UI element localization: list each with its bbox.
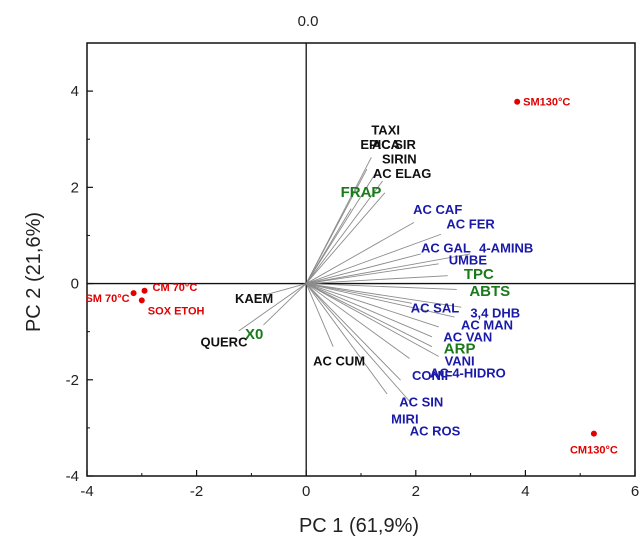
variable-label: ABTS bbox=[469, 283, 510, 300]
variable-label: AC MAN bbox=[461, 317, 513, 332]
variable-label: AC CAF bbox=[413, 202, 462, 217]
sample-points: SM130°C CM130°C CM 70°C SM 70°C SOX ETOH bbox=[85, 97, 617, 457]
variable-label: X0 bbox=[245, 326, 263, 343]
variable-label: AC SAL bbox=[411, 301, 459, 316]
loading-line bbox=[306, 283, 457, 290]
variable-label: CONIF bbox=[412, 368, 453, 383]
y-tick-label: -4 bbox=[66, 468, 79, 485]
loading-line bbox=[306, 263, 439, 285]
sample-point bbox=[514, 98, 521, 105]
variable-label: AC CUM bbox=[313, 354, 365, 369]
y-tick-label: 2 bbox=[71, 179, 79, 196]
sample-label: SM130°C bbox=[523, 97, 570, 109]
loading-line bbox=[305, 180, 383, 284]
x-tick-label: -2 bbox=[190, 483, 203, 500]
y-tick-label: 0 bbox=[71, 276, 79, 293]
variable-label: VANI bbox=[445, 354, 475, 369]
variable-label: TAXI bbox=[371, 123, 400, 138]
loading-vectors bbox=[238, 157, 471, 405]
loading-line bbox=[305, 283, 413, 405]
variable-label: AC SIN bbox=[399, 394, 443, 409]
loading-line bbox=[305, 283, 401, 381]
zero-reference-lines bbox=[87, 43, 635, 476]
loading-line bbox=[305, 283, 410, 359]
variable-label: AC SIR bbox=[372, 137, 417, 152]
sample-label: SM 70°C bbox=[85, 293, 129, 305]
x-tick-label: 2 bbox=[412, 483, 420, 500]
loading-line bbox=[305, 283, 334, 347]
loading-line bbox=[306, 253, 421, 284]
variable-label: QUERC bbox=[201, 334, 249, 349]
variable-label: TPC bbox=[464, 266, 494, 283]
variable-label: 4-AMINB bbox=[479, 240, 533, 255]
loading-line bbox=[263, 283, 307, 326]
loading-line bbox=[306, 283, 462, 308]
loading-line bbox=[305, 283, 433, 348]
x-tick-label: 0 bbox=[302, 483, 310, 500]
x-tick-label: 6 bbox=[631, 483, 639, 500]
loading-line bbox=[305, 283, 388, 395]
variable-label: AC ROS bbox=[410, 423, 461, 438]
variable-label: FRAP bbox=[341, 184, 382, 201]
sample-point bbox=[138, 297, 145, 304]
sample-label: CM130°C bbox=[570, 445, 618, 457]
x-tick-label: -4 bbox=[80, 483, 93, 500]
loading-line bbox=[238, 283, 307, 332]
x-axis-title: PC 1 (61,9%) bbox=[299, 515, 419, 537]
variable-label: AC FER bbox=[446, 216, 495, 231]
variable-label: AC ELAG bbox=[373, 166, 432, 181]
loading-line bbox=[306, 283, 439, 328]
variable-label: KAEM bbox=[235, 291, 273, 306]
variable-label: ARP bbox=[444, 341, 476, 358]
variable-label: UMBE bbox=[449, 253, 488, 268]
loading-line bbox=[305, 283, 439, 357]
loading-line bbox=[306, 283, 455, 318]
loading-line bbox=[306, 253, 471, 284]
loading-line bbox=[306, 275, 448, 285]
loading-line bbox=[263, 283, 307, 296]
loading-line bbox=[305, 208, 352, 284]
sample-label: SOX ETOH bbox=[148, 305, 205, 317]
variable-label: MIRI bbox=[391, 411, 418, 426]
variable-label: AC VAN bbox=[443, 329, 492, 344]
variable-label: EPICA bbox=[360, 137, 400, 152]
y-tick-label: -2 bbox=[66, 372, 79, 389]
x-tick-label: 4 bbox=[521, 483, 529, 500]
sample-point bbox=[141, 287, 148, 294]
sample-point bbox=[590, 430, 597, 437]
variable-label: SIRIN bbox=[382, 151, 417, 166]
variable-label: AC GAL bbox=[421, 240, 471, 255]
sample-point bbox=[130, 290, 137, 297]
variable-label: 3,4 DHB bbox=[470, 305, 520, 320]
sample-label: CM 70°C bbox=[153, 282, 198, 294]
loading-line bbox=[305, 168, 368, 284]
loading-line bbox=[305, 168, 379, 284]
y-axis-title: PC 2 (21,6%) bbox=[23, 212, 45, 332]
top-axis-note: 0.0 bbox=[298, 13, 319, 30]
loading-line bbox=[305, 222, 415, 284]
loading-line bbox=[305, 192, 386, 284]
variable-label: AC 4-HIDRO bbox=[430, 366, 506, 381]
loading-line bbox=[306, 283, 433, 338]
y-tick-label: 4 bbox=[71, 83, 79, 100]
loading-line bbox=[306, 283, 412, 304]
loading-line bbox=[306, 233, 442, 284]
